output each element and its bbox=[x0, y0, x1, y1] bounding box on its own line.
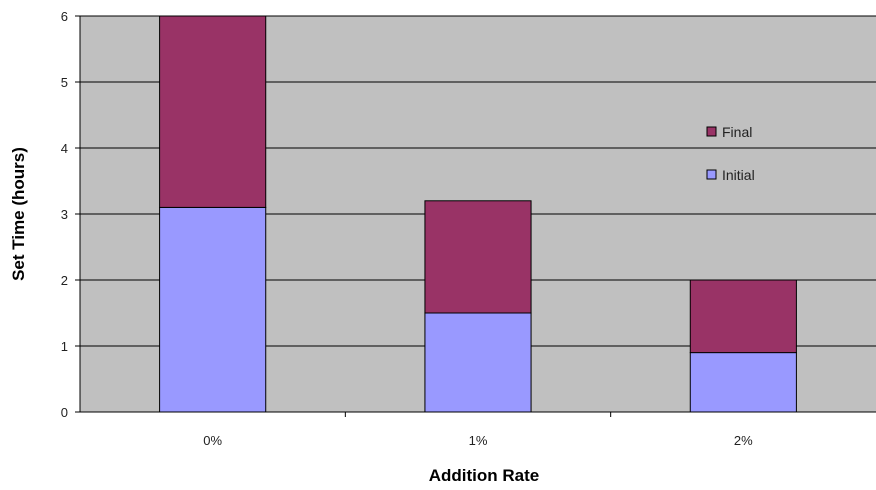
x-tick-label-1: 1% bbox=[469, 433, 488, 448]
x-axis-title: Addition Rate bbox=[429, 466, 540, 485]
bar-final-1 bbox=[424, 200, 532, 314]
bar-final-2 bbox=[689, 279, 797, 354]
y-tick-label-2: 2 bbox=[61, 273, 68, 288]
legend-bg-1 bbox=[704, 165, 764, 185]
legend-swatch-initial bbox=[706, 169, 717, 180]
y-tick-label-1: 1 bbox=[61, 339, 68, 354]
x-tick-label-2: 2% bbox=[734, 433, 753, 448]
legend-label-final: Final bbox=[722, 124, 752, 140]
x-ticks: 0% 1% 2% bbox=[203, 412, 753, 448]
y-ticks: 0 1 2 3 4 5 6 bbox=[61, 9, 80, 420]
bar-final-0 bbox=[159, 15, 267, 208]
y-tick-label-3: 3 bbox=[61, 207, 68, 222]
bars bbox=[159, 15, 797, 413]
y-tick-label-0: 0 bbox=[61, 405, 68, 420]
bar-initial-1 bbox=[424, 312, 532, 413]
legend: Final Initial bbox=[704, 124, 764, 185]
x-tick-label-0: 0% bbox=[203, 433, 222, 448]
y-axis-title: Set Time (hours) bbox=[9, 147, 28, 281]
legend-label-initial: Initial bbox=[722, 167, 755, 183]
legend-swatch-final bbox=[706, 126, 717, 137]
y-tick-label-6: 6 bbox=[61, 9, 68, 24]
y-tick-label-4: 4 bbox=[61, 141, 68, 156]
bar-initial-2 bbox=[689, 352, 797, 413]
y-tick-label-5: 5 bbox=[61, 75, 68, 90]
bar-initial-0 bbox=[159, 206, 267, 413]
